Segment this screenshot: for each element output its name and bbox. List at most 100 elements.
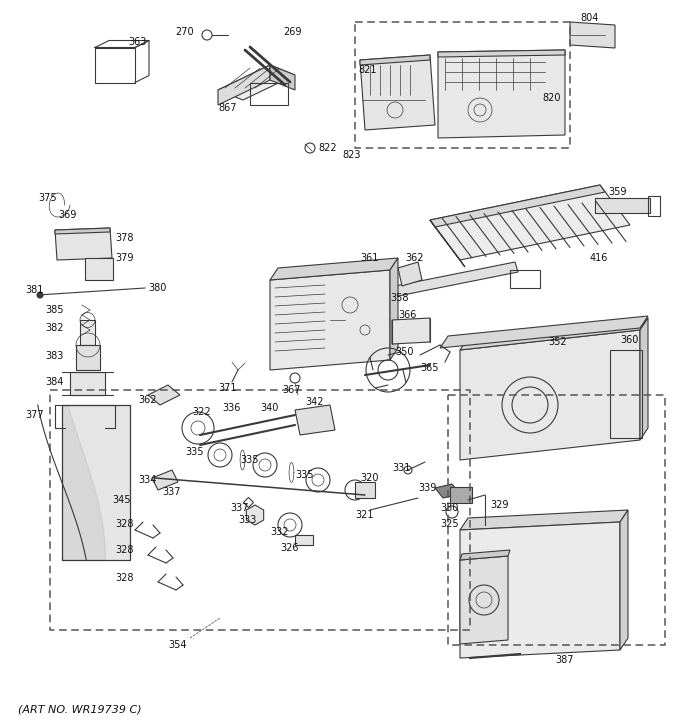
Text: 387: 387 xyxy=(555,655,573,665)
Text: 361: 361 xyxy=(360,253,378,263)
Polygon shape xyxy=(218,65,295,100)
Text: 322: 322 xyxy=(192,407,211,417)
Text: 329: 329 xyxy=(490,500,509,510)
Polygon shape xyxy=(438,50,565,138)
Bar xyxy=(85,258,113,280)
Text: 321: 321 xyxy=(355,510,373,520)
Text: 342: 342 xyxy=(305,397,324,407)
Polygon shape xyxy=(460,556,508,644)
Polygon shape xyxy=(360,55,435,130)
Text: 332: 332 xyxy=(270,527,288,537)
Bar xyxy=(610,350,642,438)
Bar xyxy=(595,198,650,213)
Polygon shape xyxy=(148,385,180,405)
Text: 269: 269 xyxy=(283,27,301,37)
Polygon shape xyxy=(460,330,640,460)
Text: 359: 359 xyxy=(608,187,626,197)
Polygon shape xyxy=(62,405,130,560)
Text: 333: 333 xyxy=(238,515,256,525)
Polygon shape xyxy=(460,318,648,350)
Text: 330: 330 xyxy=(440,503,458,513)
Bar xyxy=(355,482,375,498)
Text: 381: 381 xyxy=(25,285,44,295)
Bar xyxy=(295,535,313,545)
Text: 867: 867 xyxy=(218,103,237,113)
Text: 382: 382 xyxy=(45,323,63,333)
Bar xyxy=(450,487,472,503)
Text: 326: 326 xyxy=(280,543,299,553)
Polygon shape xyxy=(430,185,605,227)
Text: 371: 371 xyxy=(218,383,237,393)
Polygon shape xyxy=(430,220,465,267)
Text: 337: 337 xyxy=(230,503,248,513)
Bar xyxy=(648,196,660,216)
Text: 416: 416 xyxy=(590,253,609,263)
Polygon shape xyxy=(430,185,630,260)
Polygon shape xyxy=(70,372,105,395)
Text: 362: 362 xyxy=(405,253,424,263)
Text: 270: 270 xyxy=(175,27,194,37)
Circle shape xyxy=(37,292,43,298)
Text: 328: 328 xyxy=(115,573,133,583)
Text: 335: 335 xyxy=(240,455,258,465)
Text: 384: 384 xyxy=(45,377,63,387)
Text: 820: 820 xyxy=(542,93,560,103)
Text: 345: 345 xyxy=(112,495,131,505)
Polygon shape xyxy=(392,318,430,344)
Polygon shape xyxy=(80,320,95,345)
Text: 339: 339 xyxy=(418,483,437,493)
Text: 379: 379 xyxy=(115,253,133,263)
Text: 337: 337 xyxy=(162,487,180,497)
Text: 367: 367 xyxy=(282,385,301,395)
Text: 377: 377 xyxy=(25,410,44,420)
Text: 334: 334 xyxy=(138,475,156,485)
Bar xyxy=(510,270,540,288)
Text: 385: 385 xyxy=(45,305,63,315)
Polygon shape xyxy=(360,55,430,65)
Text: 352: 352 xyxy=(548,337,566,347)
Text: 328: 328 xyxy=(115,545,133,555)
Text: 320: 320 xyxy=(360,473,379,483)
Polygon shape xyxy=(460,522,620,658)
Text: 363: 363 xyxy=(128,37,146,47)
Text: 804: 804 xyxy=(580,13,598,23)
Text: 325: 325 xyxy=(440,519,458,529)
Text: 366: 366 xyxy=(398,310,416,320)
Polygon shape xyxy=(152,470,178,490)
Polygon shape xyxy=(570,22,615,48)
Polygon shape xyxy=(270,65,295,90)
Text: 375: 375 xyxy=(38,193,56,203)
Text: 362: 362 xyxy=(138,395,156,405)
Text: 369: 369 xyxy=(58,210,76,220)
Text: 354: 354 xyxy=(168,640,186,650)
Text: 822: 822 xyxy=(318,143,337,153)
Text: 380: 380 xyxy=(148,283,167,293)
Text: 335: 335 xyxy=(295,470,313,480)
Text: 350: 350 xyxy=(395,347,413,357)
Text: 328: 328 xyxy=(115,519,133,529)
Polygon shape xyxy=(390,258,398,360)
Polygon shape xyxy=(246,505,264,525)
Text: 378: 378 xyxy=(115,233,133,243)
Polygon shape xyxy=(440,316,648,348)
Polygon shape xyxy=(385,262,518,298)
Text: 331: 331 xyxy=(392,463,410,473)
Polygon shape xyxy=(270,270,390,370)
Text: 360: 360 xyxy=(620,335,639,345)
Polygon shape xyxy=(620,510,628,650)
Bar xyxy=(250,83,288,105)
Text: 365: 365 xyxy=(420,363,439,373)
Text: 335: 335 xyxy=(185,447,203,457)
Polygon shape xyxy=(55,228,112,260)
Polygon shape xyxy=(438,50,565,57)
Text: 358: 358 xyxy=(390,293,409,303)
Text: 340: 340 xyxy=(260,403,278,413)
Polygon shape xyxy=(295,405,335,435)
Polygon shape xyxy=(460,510,628,530)
Text: (ART NO. WR19739 C): (ART NO. WR19739 C) xyxy=(18,705,141,715)
Polygon shape xyxy=(435,484,460,498)
Polygon shape xyxy=(460,550,510,560)
Polygon shape xyxy=(398,262,422,286)
Text: 823: 823 xyxy=(342,150,360,160)
Text: 336: 336 xyxy=(222,403,240,413)
